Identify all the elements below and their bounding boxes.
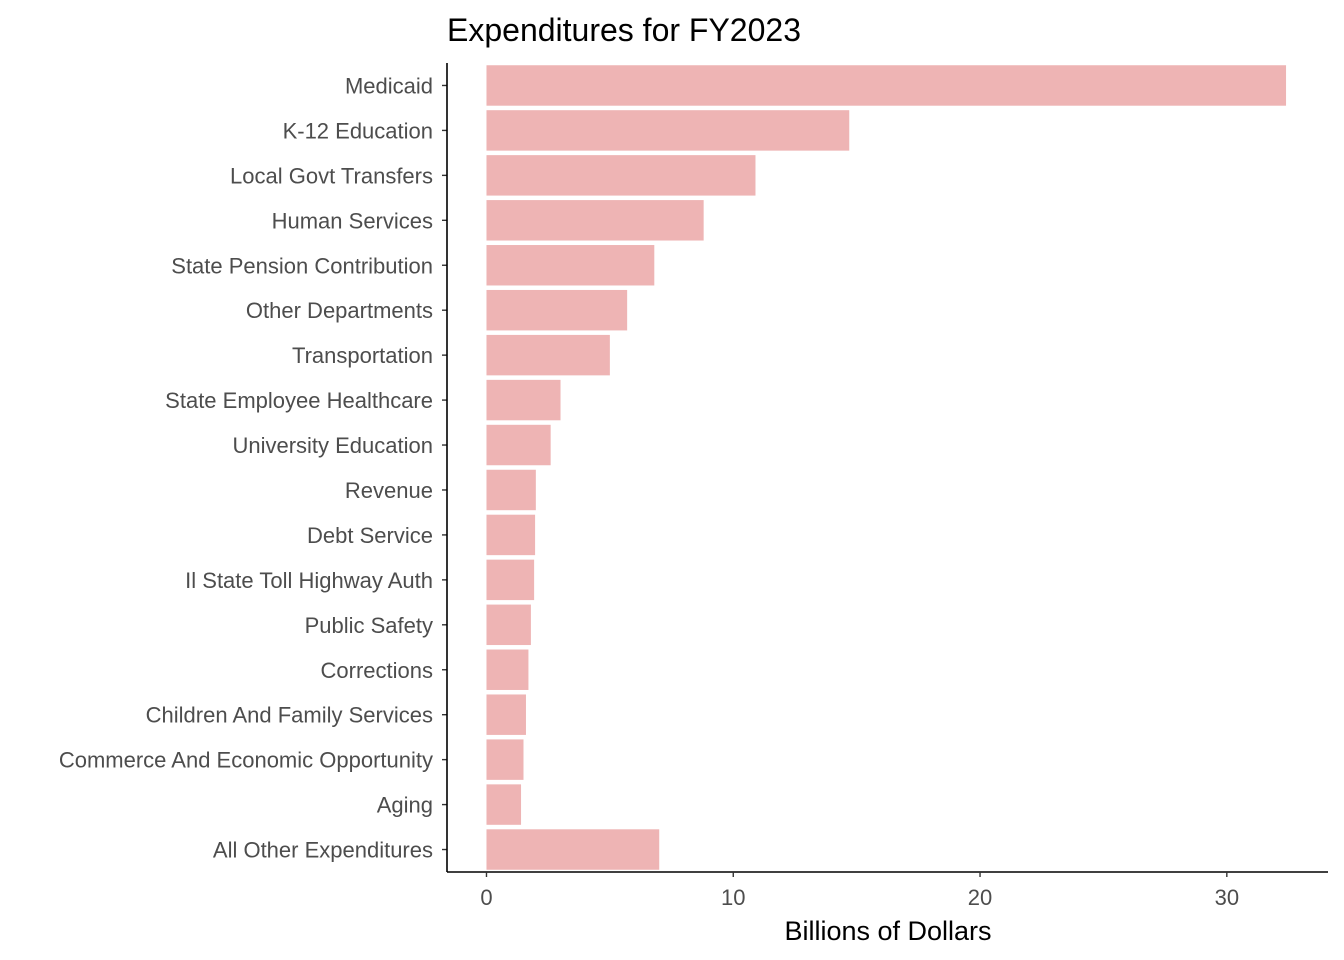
bar <box>486 200 704 241</box>
y-tick-label: University Education <box>232 433 433 458</box>
y-tick-label: Revenue <box>345 478 433 503</box>
bar <box>486 155 756 196</box>
y-axis: Medicaid K-12 Education Local Govt Transfe… <box>59 63 448 872</box>
chart-title: Expenditures for FY2023 <box>447 12 801 48</box>
bar <box>486 694 526 735</box>
y-tick-label: Transportation <box>292 343 433 368</box>
x-axis-title: Billions of Dollars <box>784 916 991 946</box>
y-tick-label: Local Govt Transfers <box>230 163 433 188</box>
bar <box>486 245 655 286</box>
x-tick-label: 30 <box>1215 885 1239 910</box>
y-tick-label: State Pension Contribution <box>171 253 433 278</box>
bar <box>486 829 660 870</box>
y-tick-label: Commerce And Economic Opportunity <box>59 748 433 773</box>
bar <box>486 65 1287 106</box>
y-tick-label: Children And Family Services <box>146 703 433 728</box>
y-tick-label: Medicaid <box>345 73 433 98</box>
x-tick-label: 10 <box>721 885 745 910</box>
bar <box>486 334 610 376</box>
y-tick-label: State Employee Healthcare <box>165 388 433 413</box>
bar <box>486 514 536 556</box>
x-tick-label: 0 <box>480 885 492 910</box>
y-tick-label: Debt Service <box>307 523 433 548</box>
y-tick-label: Public Safety <box>305 613 433 638</box>
y-tick-label: Human Services <box>272 208 433 233</box>
bar <box>486 110 850 151</box>
bar <box>486 604 531 646</box>
y-tick-label: Corrections <box>321 658 433 683</box>
bar <box>486 784 522 825</box>
y-tick-label: Other Departments <box>246 298 433 323</box>
bar <box>486 469 536 511</box>
y-tick-label: Aging <box>377 793 433 818</box>
y-tick-label: All Other Expenditures <box>213 838 433 863</box>
x-axis: 0 10 20 30 <box>447 871 1328 910</box>
y-tick-label: Il State Toll Highway Auth <box>185 568 433 593</box>
x-tick-label: 20 <box>968 885 992 910</box>
bar <box>486 649 529 690</box>
bar <box>486 559 535 601</box>
bar <box>486 739 524 780</box>
y-tick-label: K-12 Education <box>283 118 433 143</box>
bar <box>486 379 561 421</box>
bar <box>486 424 551 466</box>
bar <box>486 289 628 331</box>
bars-group <box>486 65 1287 870</box>
